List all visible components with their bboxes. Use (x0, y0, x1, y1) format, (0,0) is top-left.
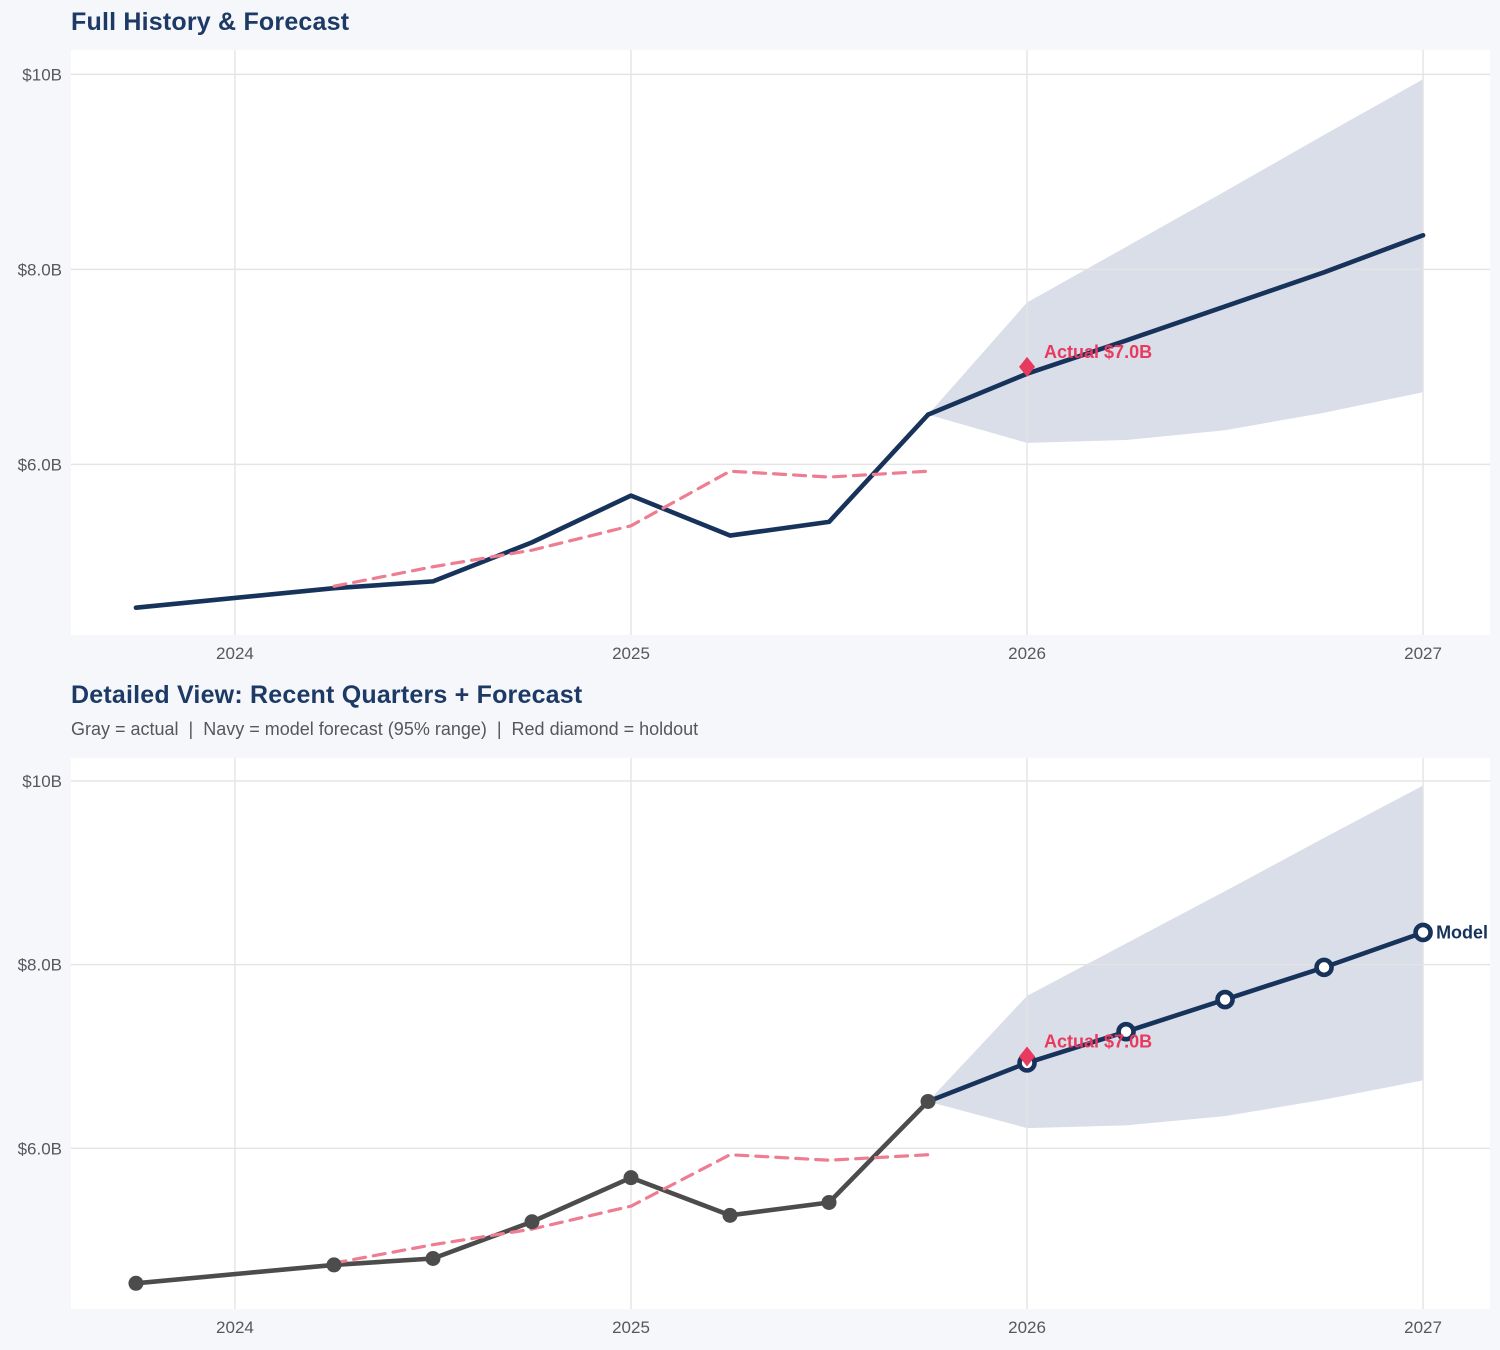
y-tick-label: $10B (22, 65, 62, 84)
y-tick-label: $10B (22, 772, 62, 791)
forecast-95-range-band (928, 785, 1424, 1129)
y-tick-label: $6.0B (18, 455, 62, 474)
holdout-label: Actual $7.0B (1044, 342, 1152, 362)
history-actual-point (326, 1257, 342, 1273)
history-actual-line (133, 412, 931, 610)
history-actual-point (524, 1214, 540, 1230)
holdout-diamond (1019, 356, 1036, 377)
x-tick-label: 2024 (216, 1318, 254, 1337)
history-actual-point (920, 1093, 936, 1109)
x-tick-label: 2025 (612, 1318, 650, 1337)
x-tick-label: 2026 (1008, 1318, 1046, 1337)
forecast-95-range-band (928, 79, 1424, 443)
model-forecast-point (1116, 1021, 1136, 1042)
y-tick-label: $8.0B (18, 956, 62, 975)
model-forecast-line (925, 232, 1426, 417)
chart-legend-subtitle: Gray = actual | Navy = model forecast (9… (71, 719, 699, 739)
prior-estimate-dashed-line (332, 1153, 930, 1265)
x-tick-label: 2024 (216, 644, 254, 663)
model-forecast-point (1413, 922, 1433, 943)
holdout-label: Actual $7.0B (1044, 1031, 1152, 1051)
history-actual-point (425, 1250, 441, 1266)
chart-title-detailed-view: Detailed View: Recent Quarters + Forecas… (71, 681, 583, 709)
model-forecast-point (1314, 957, 1334, 978)
history-actual-point (623, 1170, 639, 1186)
x-tick-label: 2027 (1404, 644, 1442, 663)
x-tick-label: 2027 (1404, 1318, 1442, 1337)
model-forecast-line (925, 930, 1426, 1104)
y-tick-label: $6.0B (18, 1139, 62, 1158)
history-actual-point (722, 1207, 738, 1223)
history-actual-line (133, 1099, 931, 1286)
x-tick-label: 2026 (1008, 644, 1046, 663)
holdout-diamond (1019, 1046, 1036, 1067)
chart-title-full-history: Full History & Forecast (71, 8, 350, 36)
x-tick-label: 2025 (612, 644, 650, 663)
y-tick-label: $8.0B (18, 260, 62, 279)
history-actual-point (128, 1275, 144, 1291)
prior-estimate-dashed-line (332, 469, 930, 588)
model-end-label: Model (1436, 922, 1488, 942)
history-actual-point (821, 1194, 837, 1210)
model-forecast-point (1215, 989, 1235, 1010)
